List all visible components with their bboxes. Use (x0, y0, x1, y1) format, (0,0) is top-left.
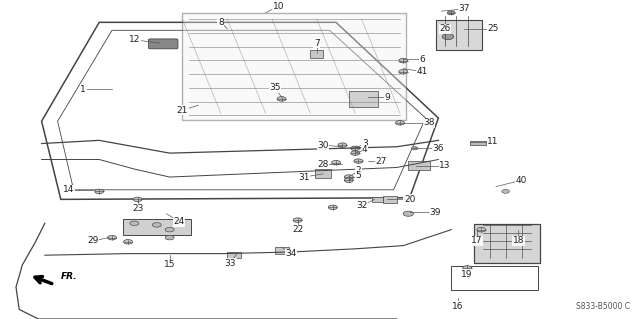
Text: 1: 1 (81, 85, 86, 94)
Circle shape (477, 227, 486, 232)
Circle shape (95, 189, 104, 194)
Text: 23: 23 (132, 204, 143, 213)
Text: 6: 6 (420, 55, 425, 63)
Bar (383, 196, 397, 203)
Text: 34: 34 (285, 249, 297, 258)
FancyBboxPatch shape (148, 39, 178, 49)
Bar (408, 161, 431, 170)
Text: FR.: FR. (61, 272, 77, 281)
Circle shape (165, 227, 174, 232)
Bar (310, 50, 323, 58)
Text: 31: 31 (298, 173, 310, 182)
Text: 35: 35 (269, 83, 281, 92)
Text: 18: 18 (513, 236, 524, 245)
Text: 38: 38 (423, 118, 435, 127)
Circle shape (133, 197, 142, 202)
Polygon shape (182, 13, 406, 120)
Text: 2: 2 (356, 166, 361, 175)
Bar (372, 197, 383, 202)
Circle shape (152, 223, 161, 227)
Circle shape (344, 178, 353, 182)
Text: 40: 40 (516, 176, 527, 185)
Text: 22: 22 (292, 225, 303, 234)
Bar (275, 247, 289, 254)
Circle shape (403, 211, 413, 216)
Circle shape (442, 34, 454, 40)
Circle shape (344, 175, 353, 179)
Text: 17: 17 (471, 236, 483, 245)
Circle shape (351, 151, 360, 155)
Text: 12: 12 (129, 35, 140, 44)
Circle shape (447, 11, 455, 15)
Circle shape (351, 146, 360, 151)
Circle shape (130, 221, 139, 226)
Text: 32: 32 (356, 201, 367, 210)
Text: 24: 24 (173, 217, 185, 226)
Bar (349, 91, 378, 107)
Circle shape (108, 235, 116, 240)
Bar (451, 266, 538, 290)
FancyBboxPatch shape (474, 224, 540, 263)
Text: 30: 30 (317, 141, 329, 150)
Circle shape (277, 97, 286, 101)
Text: 29: 29 (87, 236, 99, 245)
Circle shape (165, 235, 174, 240)
Text: 9: 9 (385, 93, 390, 102)
Circle shape (463, 266, 472, 270)
Text: 3: 3 (362, 139, 367, 148)
Circle shape (396, 121, 404, 125)
Text: S833-B5000 C: S833-B5000 C (577, 302, 630, 311)
Text: 16: 16 (452, 302, 463, 311)
Text: 7: 7 (314, 39, 319, 48)
Text: 14: 14 (63, 185, 75, 194)
Bar (227, 252, 241, 258)
Text: 19: 19 (461, 270, 473, 279)
Circle shape (338, 143, 347, 147)
Text: 28: 28 (317, 160, 329, 169)
Text: 10: 10 (273, 2, 284, 11)
Text: 15: 15 (164, 260, 175, 269)
Bar (470, 141, 486, 145)
Circle shape (412, 147, 418, 150)
Text: 20: 20 (404, 195, 415, 204)
Text: 27: 27 (375, 157, 387, 166)
Bar (315, 169, 332, 178)
Circle shape (293, 218, 302, 222)
Circle shape (124, 240, 132, 244)
Text: 41: 41 (417, 67, 428, 76)
Circle shape (328, 205, 337, 210)
Text: 39: 39 (429, 208, 441, 217)
Text: 37: 37 (458, 4, 470, 13)
Circle shape (354, 159, 363, 163)
Text: 13: 13 (439, 161, 451, 170)
Text: 21: 21 (177, 106, 188, 115)
Circle shape (399, 70, 408, 74)
Text: 25: 25 (487, 24, 499, 33)
Text: 33: 33 (225, 259, 236, 268)
FancyBboxPatch shape (436, 20, 482, 50)
Circle shape (399, 58, 408, 63)
Text: 26: 26 (439, 24, 451, 33)
Text: 4: 4 (362, 145, 367, 154)
Circle shape (332, 160, 340, 165)
Circle shape (502, 189, 509, 193)
Text: 5: 5 (356, 171, 361, 180)
Text: 36: 36 (433, 144, 444, 153)
Text: 11: 11 (487, 137, 499, 146)
FancyBboxPatch shape (123, 219, 191, 235)
Text: 8: 8 (218, 18, 223, 27)
